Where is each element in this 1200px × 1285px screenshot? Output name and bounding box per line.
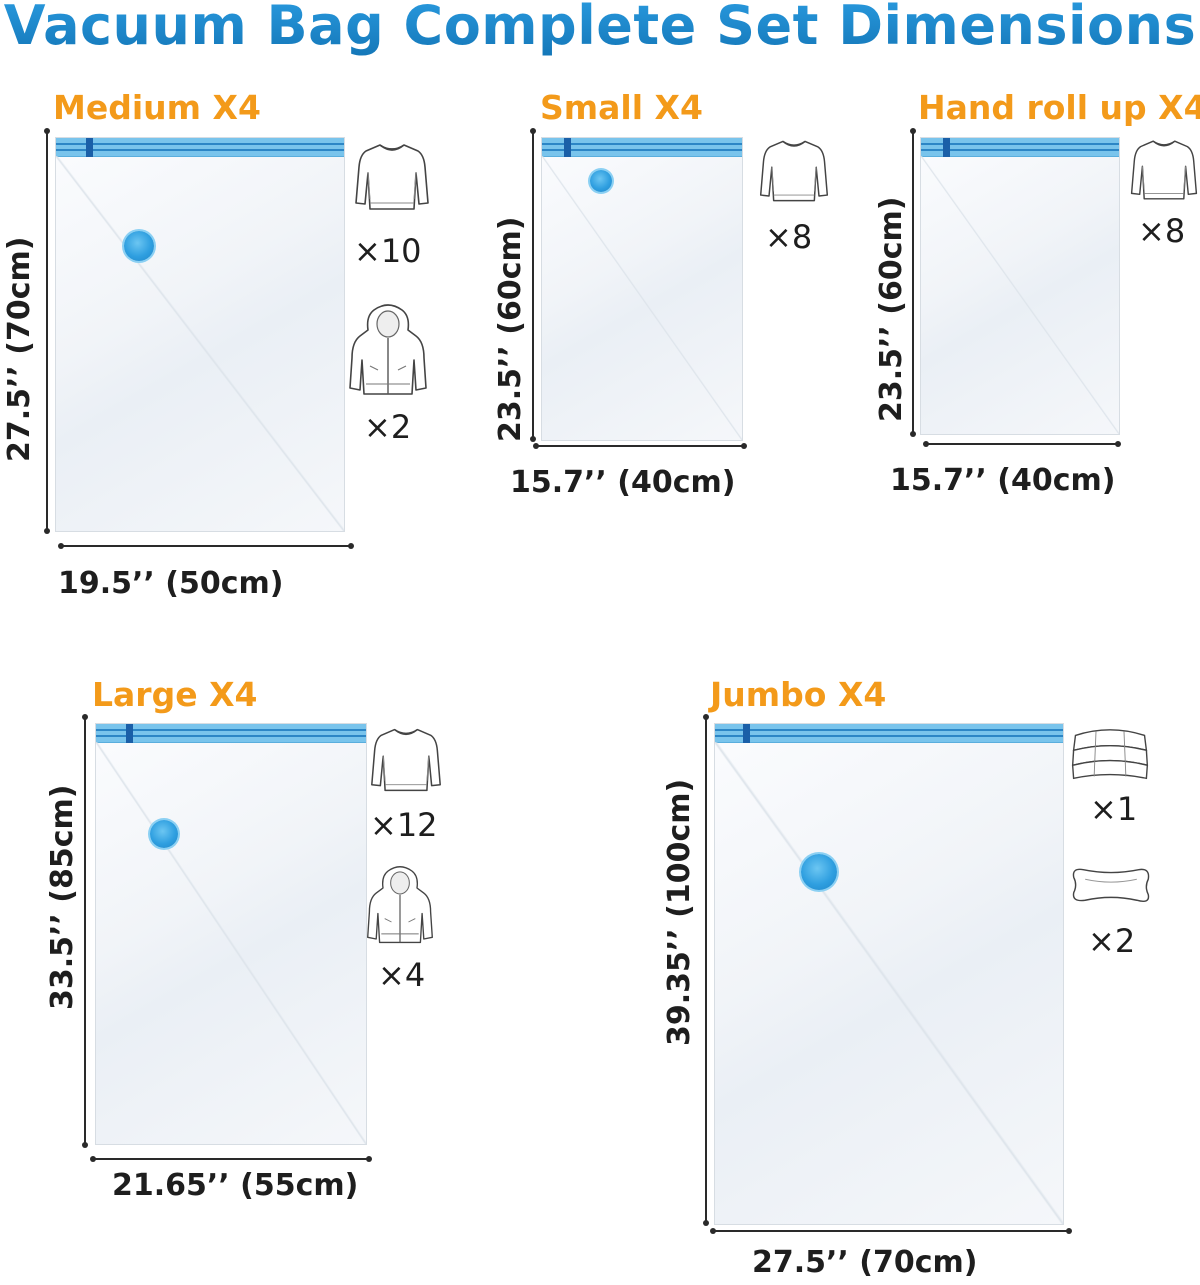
bag-height-hand-roll: 23.5’’ (60cm) — [874, 196, 909, 422]
capacity-count: ×10 — [354, 232, 422, 270]
bag-jumbo — [714, 723, 1064, 1225]
height-dimension-line — [44, 128, 50, 534]
capacity-count: ×8 — [1138, 212, 1186, 250]
zipper-slider — [743, 724, 750, 743]
capacity-count: ×8 — [765, 218, 813, 256]
zipper-slider — [943, 138, 950, 157]
height-dimension-line — [910, 128, 916, 437]
bag-width-small: 15.7’’ (40cm) — [510, 465, 736, 500]
bag-small — [541, 137, 743, 441]
comforter-icon — [1068, 722, 1152, 788]
zipper-slider — [126, 724, 133, 743]
air-valve-icon — [590, 170, 612, 192]
bag-label-medium: Medium X4 — [53, 88, 261, 127]
bag-height-jumbo: 39.35’’ (100cm) — [662, 778, 697, 1046]
bag-medium — [55, 137, 345, 532]
bag-width-medium: 19.5’’ (50cm) — [58, 566, 284, 601]
bag-large — [95, 723, 367, 1145]
zipper — [542, 138, 742, 157]
pillow-icon — [1068, 860, 1154, 908]
bag-height-small: 23.5’’ (60cm) — [493, 216, 528, 442]
height-dimension-line — [82, 714, 88, 1148]
width-dimension-line — [923, 441, 1121, 447]
zipper — [96, 724, 366, 743]
width-dimension-line — [710, 1228, 1072, 1234]
width-dimension-line — [90, 1156, 372, 1162]
zipper — [921, 138, 1119, 157]
sweater-icon — [757, 134, 831, 208]
sweater-icon — [352, 137, 432, 217]
capacity-count: ×1 — [1090, 790, 1138, 828]
capacity-count: ×2 — [1088, 922, 1136, 960]
air-valve-icon — [801, 854, 837, 890]
sweater-icon — [1128, 134, 1200, 206]
height-dimension-line — [530, 128, 536, 442]
bag-width-jumbo: 27.5’’ (70cm) — [752, 1245, 978, 1280]
zipper-slider — [564, 138, 571, 157]
bag-label-hand-roll: Hand roll up X4 — [918, 88, 1200, 127]
bag-hand-roll — [920, 137, 1120, 435]
height-dimension-line — [703, 714, 709, 1226]
bag-width-large: 21.65’’ (55cm) — [112, 1168, 359, 1203]
bag-label-large: Large X4 — [92, 675, 258, 714]
jacket-icon — [348, 300, 428, 400]
air-valve-icon — [150, 820, 178, 848]
air-valve-icon — [124, 231, 154, 261]
width-dimension-line — [533, 443, 747, 449]
page-title: Vacuum Bag Complete Set Dimensions — [0, 0, 1200, 57]
bag-label-small: Small X4 — [540, 88, 703, 127]
capacity-count: ×2 — [364, 408, 412, 446]
jacket-icon — [366, 862, 434, 948]
bag-width-hand-roll: 15.7’’ (40cm) — [890, 463, 1116, 498]
bag-label-jumbo: Jumbo X4 — [710, 675, 887, 714]
width-dimension-line — [58, 543, 354, 549]
zipper-slider — [86, 138, 93, 157]
sweater-icon — [368, 722, 444, 798]
bag-height-medium: 27.5’’ (70cm) — [2, 236, 37, 462]
capacity-count: ×4 — [378, 956, 426, 994]
capacity-count: ×12 — [370, 806, 438, 844]
zipper — [56, 138, 344, 157]
bag-height-large: 33.5’’ (85cm) — [45, 784, 80, 1010]
zipper — [715, 724, 1063, 743]
